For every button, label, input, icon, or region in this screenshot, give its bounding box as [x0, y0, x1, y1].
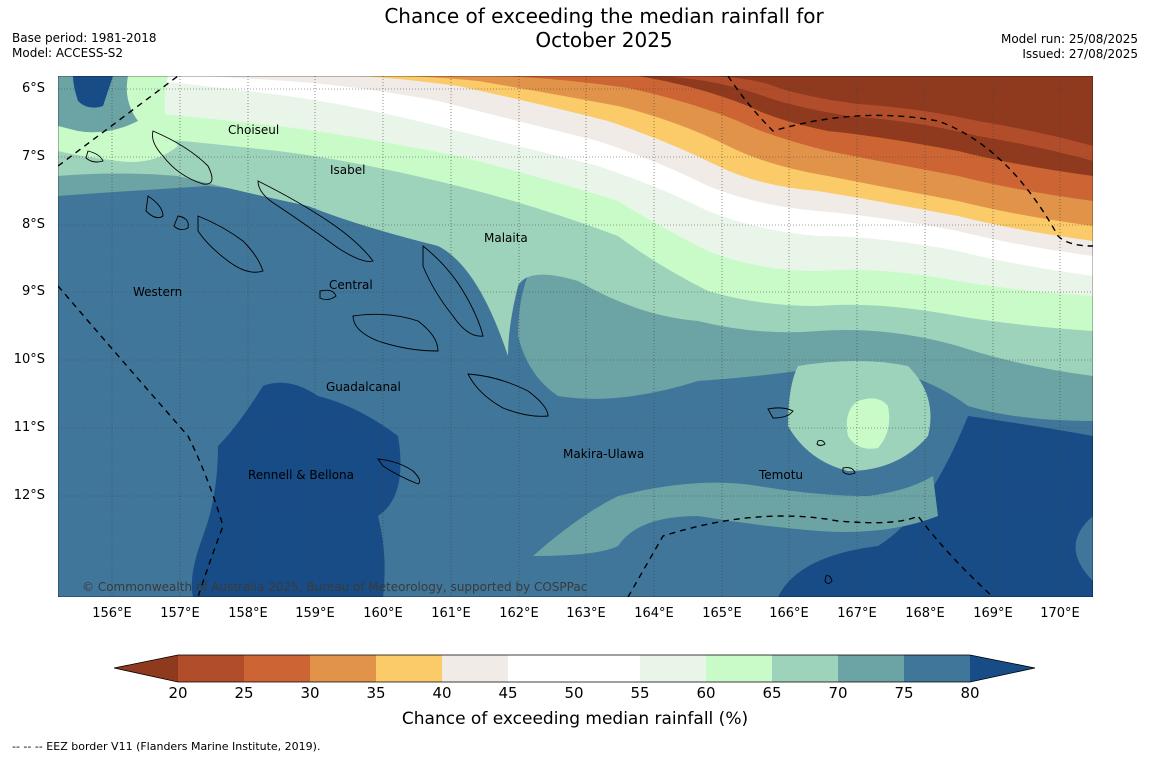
province-label: Temotu: [758, 468, 803, 482]
lon-label: 162°E: [499, 606, 539, 621]
colorbar: [114, 654, 1036, 683]
base-period: Base period: 1981-2018: [12, 31, 157, 45]
colorbar-swatch: [574, 655, 640, 682]
colorbar-swatch: [838, 655, 904, 682]
tikopia-island: [816, 439, 826, 446]
kolombangara: [173, 215, 189, 231]
colorbar-tick: 75: [894, 684, 914, 702]
copyright-text: © Commonwealth of Australia 2025, Bureau…: [82, 580, 587, 594]
lon-label: 156°E: [92, 606, 132, 621]
province-labels: Choiseul Isabel Malaita Western Central …: [133, 123, 803, 482]
lon-label: 161°E: [431, 606, 471, 621]
colorbar-tick: 25: [234, 684, 254, 702]
colorbar-tick: 55: [630, 684, 650, 702]
title-line-2: October 2025: [535, 28, 673, 52]
colorbar-swatch: [442, 655, 508, 682]
province-label: Choiseul: [228, 123, 279, 137]
colorbar-swatch: [706, 655, 772, 682]
colorbar-tick: 20: [168, 684, 188, 702]
malaita-island: [422, 245, 484, 337]
province-label: Malaita: [484, 231, 528, 245]
colorbar-swatch: [772, 655, 838, 682]
colorbar-high-arrow: [970, 655, 1035, 682]
colorbar-tick: 70: [828, 684, 848, 702]
colorbar-tick: 45: [498, 684, 518, 702]
title-line-1: Chance of exceeding the median rainfall …: [384, 4, 824, 28]
province-label: Rennell & Bellona: [248, 468, 354, 482]
coastlines: [85, 130, 856, 584]
lon-label: 169°E: [973, 606, 1013, 621]
anuta-island: [824, 575, 833, 584]
eez-border: [58, 76, 1093, 597]
lon-label: 168°E: [905, 606, 945, 621]
lon-label: 167°E: [837, 606, 877, 621]
isabel-island: [257, 180, 374, 262]
band-below-20-core: [698, 76, 1093, 146]
lon-label: 164°E: [634, 606, 674, 621]
shortland-islands: [85, 150, 104, 163]
colorbar-swatch: [178, 655, 244, 682]
province-label: Guadalcanal: [326, 380, 401, 394]
lon-label: 160°E: [363, 606, 403, 621]
lat-label: 8°S: [21, 217, 45, 232]
lat-label: 12°S: [13, 488, 45, 503]
lat-label: 6°S: [21, 81, 45, 96]
province-label: Isabel: [330, 163, 365, 177]
colorbar-low-arrow: [114, 655, 178, 682]
map-title: Chance of exceeding the median rainfall …: [0, 4, 1150, 52]
colorbar-tick: 65: [762, 684, 782, 702]
rennell-island: [377, 458, 421, 485]
model-run: Model run: 25/08/2025: [1000, 32, 1138, 46]
band-top-left-blue: [73, 76, 113, 108]
lon-label: 159°E: [295, 606, 335, 621]
province-label: Central: [329, 278, 373, 292]
colorbar-tick: 80: [960, 684, 980, 702]
vanikoro-island: [842, 467, 856, 475]
makira-island: [467, 373, 549, 417]
lon-label: 163°E: [566, 606, 606, 621]
new-georgia: [197, 215, 264, 273]
colorbar-tick: 35: [366, 684, 386, 702]
province-label: Western: [133, 285, 182, 299]
colorbar-tick: 30: [300, 684, 320, 702]
santa-cruz-island: [767, 407, 794, 419]
guadalcanal-island: [352, 313, 439, 352]
lon-label: 157°E: [160, 606, 200, 621]
issued-date: Issued: 27/08/2025: [1022, 47, 1138, 61]
colorbar-swatch: [244, 655, 310, 682]
colorbar-swatch: [904, 655, 970, 682]
colorbar-swatch: [640, 655, 706, 682]
colorbar-swatch: [508, 655, 574, 682]
lat-label: 7°S: [21, 149, 45, 164]
colorbar-outline: [114, 654, 1036, 683]
lat-label: 11°S: [13, 420, 45, 435]
colorbar-title: Chance of exceeding median rainfall (%): [401, 709, 749, 729]
model-name: Model: ACCESS-S2: [12, 46, 124, 60]
colorbar-swatch: [376, 655, 442, 682]
province-label: Makira-Ulawa: [563, 447, 644, 461]
colorbar-swatch: [310, 655, 376, 682]
band-55-60-temotu: [846, 398, 890, 449]
colorbar-tick: 50: [564, 684, 584, 702]
choiseul-island: [152, 130, 213, 185]
eez-legend-note: -- -- -- EEZ border V11 (Flanders Marine…: [12, 740, 321, 753]
lat-label: 9°S: [21, 284, 45, 299]
lon-label: 170°E: [1040, 606, 1080, 621]
rainfall-probability-map: © Commonwealth of Australia 2025, Bureau…: [58, 76, 1093, 597]
colorbar-tick: 40: [432, 684, 452, 702]
vella-lavella: [145, 195, 164, 219]
lon-label: 165°E: [702, 606, 742, 621]
lat-label: 10°S: [13, 352, 45, 367]
colorbar-tick: 60: [696, 684, 716, 702]
lon-label: 166°E: [769, 606, 809, 621]
lon-label: 158°E: [228, 606, 268, 621]
florida-islands: [319, 289, 337, 301]
